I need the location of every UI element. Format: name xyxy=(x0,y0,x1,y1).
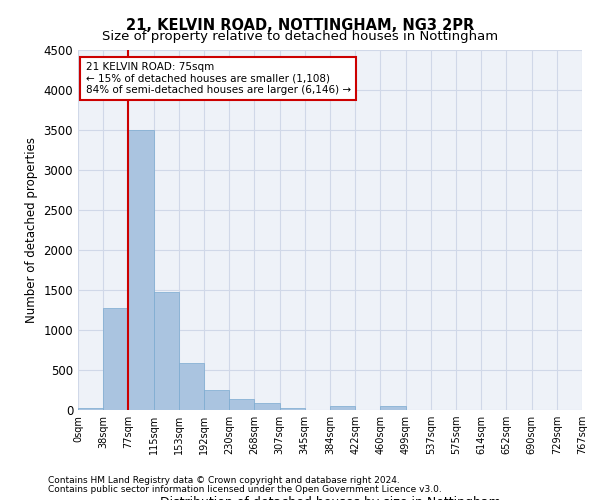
Text: 21 KELVIN ROAD: 75sqm
← 15% of detached houses are smaller (1,108)
84% of semi-d: 21 KELVIN ROAD: 75sqm ← 15% of detached … xyxy=(86,62,350,95)
X-axis label: Distribution of detached houses by size in Nottingham: Distribution of detached houses by size … xyxy=(160,496,500,500)
Bar xyxy=(179,363,204,410)
Bar xyxy=(204,390,229,410)
Bar xyxy=(128,130,154,410)
Text: Contains public sector information licensed under the Open Government Licence v3: Contains public sector information licen… xyxy=(48,485,442,494)
Bar xyxy=(103,308,128,410)
Bar xyxy=(78,408,103,410)
Bar xyxy=(229,399,254,410)
Text: Size of property relative to detached houses in Nottingham: Size of property relative to detached ho… xyxy=(102,30,498,43)
Text: 21, KELVIN ROAD, NOTTINGHAM, NG3 2PR: 21, KELVIN ROAD, NOTTINGHAM, NG3 2PR xyxy=(126,18,474,32)
Bar xyxy=(154,292,179,410)
Bar xyxy=(254,403,280,410)
Bar xyxy=(330,406,355,410)
Y-axis label: Number of detached properties: Number of detached properties xyxy=(25,137,38,323)
Bar xyxy=(280,408,305,410)
Bar xyxy=(380,406,406,410)
Text: Contains HM Land Registry data © Crown copyright and database right 2024.: Contains HM Land Registry data © Crown c… xyxy=(48,476,400,485)
